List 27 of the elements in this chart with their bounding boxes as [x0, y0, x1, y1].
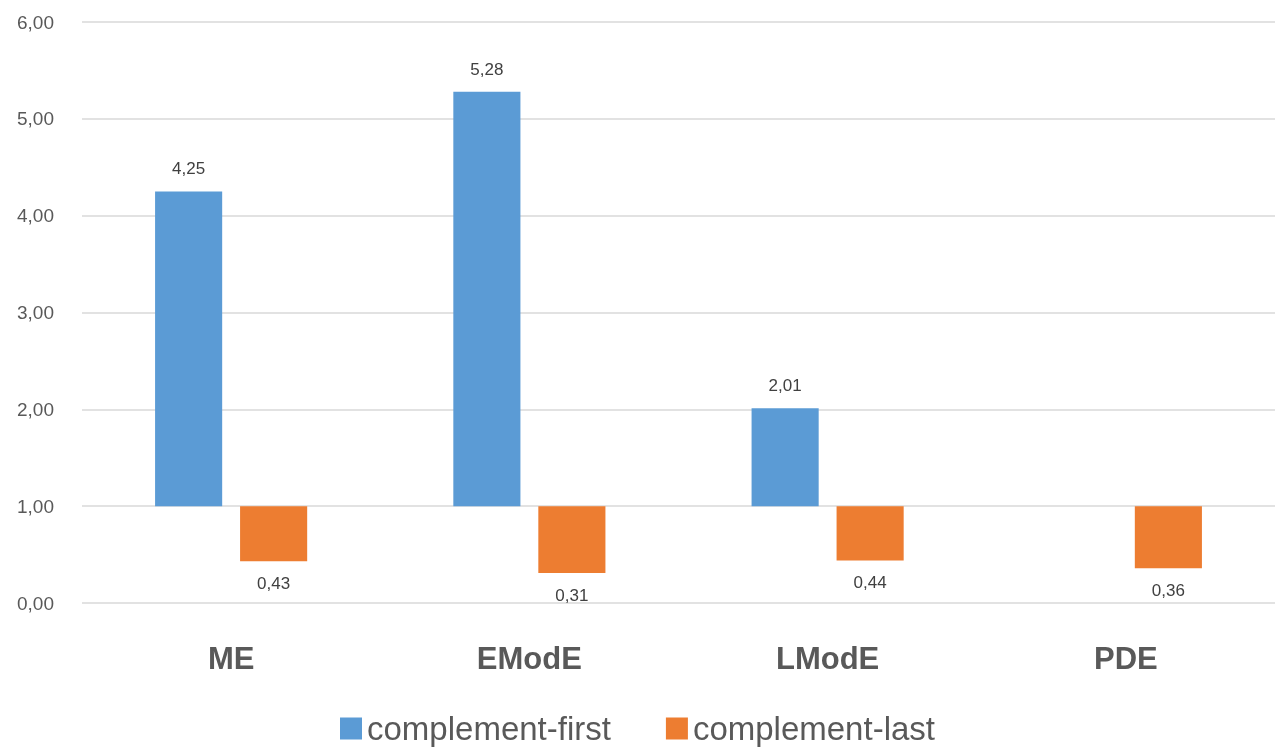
legend-label: complement-last: [692, 710, 935, 747]
data-label: 4,25: [172, 159, 206, 179]
bar: [751, 408, 819, 507]
x-tick-label: EModE: [476, 641, 582, 676]
data-label: 5,28: [470, 59, 504, 79]
bar: [538, 506, 606, 573]
data-label: 0,31: [555, 585, 589, 605]
y-tick-label: 4,00: [17, 205, 54, 227]
bar: [1134, 506, 1202, 569]
bar: [836, 506, 904, 561]
y-tick-label: 5,00: [17, 108, 54, 130]
data-label: 0,44: [853, 573, 887, 593]
y-tick-label: 3,00: [17, 302, 54, 323]
x-tick-label: LModE: [775, 641, 880, 676]
x-tick-label: ME: [207, 641, 255, 676]
x-tick-label: PDE: [1094, 641, 1158, 676]
legend-label: complement-first: [367, 710, 611, 747]
bar: [453, 91, 521, 507]
data-label: 0,43: [257, 574, 291, 594]
y-tick-label: 1,00: [17, 495, 54, 517]
y-tick-label: 6,00: [17, 11, 54, 33]
y-tick-label: 0,00: [17, 592, 54, 614]
data-label: 2,01: [768, 376, 802, 396]
y-tick-label: 2,00: [17, 398, 54, 420]
bar: [155, 191, 223, 507]
bar: [240, 506, 308, 562]
data-label: 0,36: [1151, 581, 1185, 601]
